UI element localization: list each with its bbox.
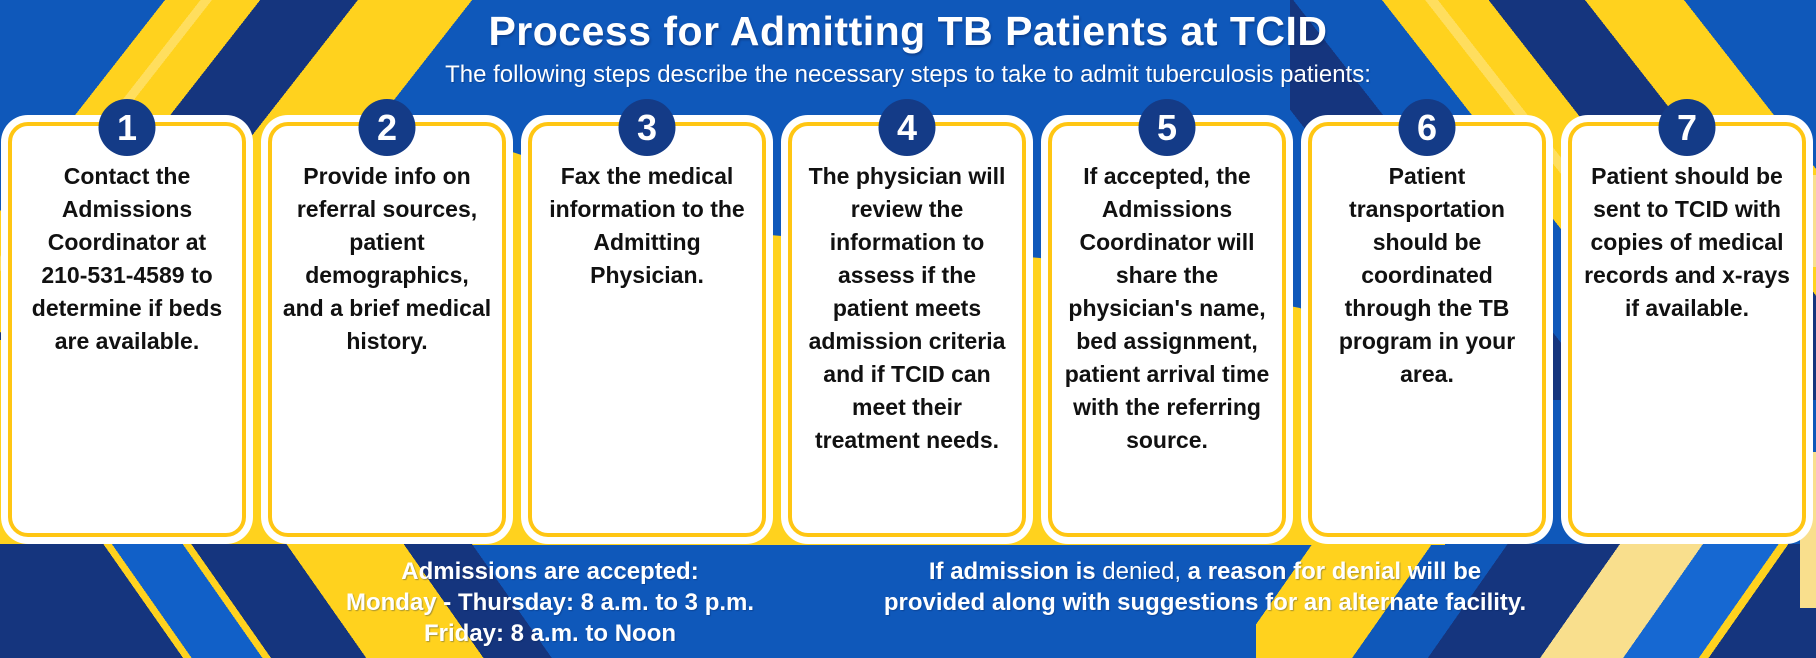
step-number: 1 bbox=[116, 106, 138, 148]
page-title: Process for Admitting TB Patients at TCI… bbox=[488, 8, 1328, 54]
step-description: The physician will review the informatio… bbox=[808, 163, 1006, 453]
step-number-badge: 3 bbox=[618, 99, 676, 156]
step-description: If accepted, the Admissions Coordinator … bbox=[1064, 163, 1270, 453]
step-number-badge: 1 bbox=[98, 99, 156, 156]
schedule-line-1: Admissions are accepted: bbox=[401, 558, 699, 585]
step-number-badge: 4 bbox=[878, 99, 936, 156]
step-card: 2 Provide info on referral sources, pati… bbox=[268, 99, 506, 537]
schedule-line-3: Friday: 8 a.m. to Noon bbox=[423, 620, 677, 647]
page-subtitle: The following steps describe the necessa… bbox=[445, 61, 1371, 88]
step-number: 4 bbox=[896, 106, 918, 148]
step-card: 6 Patient transportation should be coord… bbox=[1308, 99, 1546, 537]
step-description: Provide info on referral sources, patien… bbox=[282, 163, 492, 354]
step-number-badge: 5 bbox=[1138, 99, 1196, 156]
step-description: Fax the medical information to the Admit… bbox=[549, 163, 745, 288]
step-card: 7 Patient should be sent to TCID with co… bbox=[1568, 99, 1806, 537]
denial-regular-word: denied, bbox=[1102, 558, 1182, 585]
step-number: 7 bbox=[1676, 106, 1698, 148]
schedule-line-2: Monday - Thursday: 8 a.m. to 3 p.m. bbox=[345, 589, 755, 616]
step-number: 2 bbox=[376, 106, 398, 148]
step-number: 6 bbox=[1416, 106, 1438, 148]
step-card: 3 Fax the medical information to the Adm… bbox=[528, 99, 766, 537]
step-number-badge: 2 bbox=[358, 99, 416, 156]
step-card: 5 If accepted, the Admissions Coordinato… bbox=[1048, 99, 1286, 537]
header: Process for Admitting TB Patients at TCI… bbox=[0, 8, 1816, 89]
step-number-badge: 6 bbox=[1398, 99, 1456, 156]
denial-bold-prefix: If admission is bbox=[928, 558, 1103, 585]
step-number: 5 bbox=[1156, 106, 1178, 148]
step-description: Patient transportation should be coordin… bbox=[1338, 163, 1516, 387]
step-number-badge: 7 bbox=[1658, 99, 1716, 156]
step-card: 1 Contact the Admissions Coordinator at … bbox=[8, 99, 246, 537]
step-card: 4 The physician will review the informat… bbox=[788, 99, 1026, 537]
step-description: Contact the Admissions Coordinator at 21… bbox=[31, 163, 223, 354]
step-number: 3 bbox=[636, 106, 658, 148]
denial-note: If admission is denied, a reason for den… bbox=[880, 556, 1530, 618]
admissions-schedule: Admissions are accepted: Monday - Thursd… bbox=[270, 556, 830, 649]
